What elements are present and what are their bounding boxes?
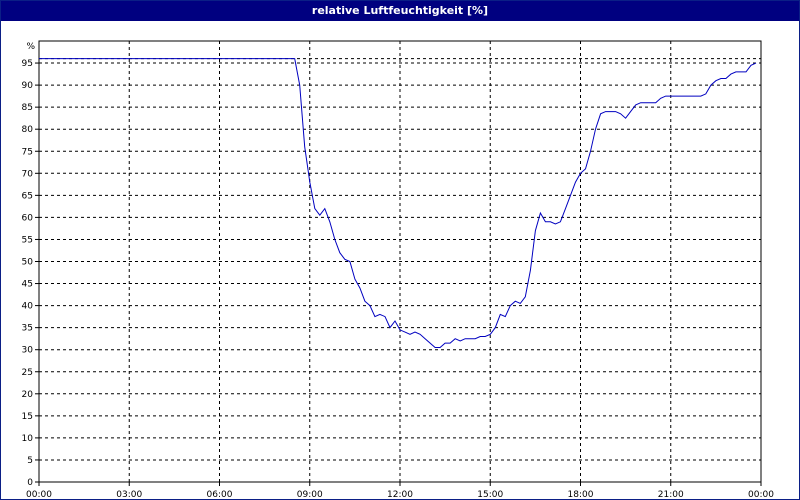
x-tick-time-label: 21:00 [658,490,684,499]
x-tick-time-label: 09:00 [297,490,323,499]
x-tick-time-label: 00:00 [26,490,52,499]
y-axis-unit-label: % [26,42,35,52]
series-group [39,58,761,348]
y-tick-label: 65 [22,191,33,201]
x-axis-ticks: 00:0013.05.2103:0013.05.2106:0013.05.210… [26,482,774,499]
x-tick-time-label: 15:00 [477,490,503,499]
y-tick-label: 15 [22,412,33,422]
humidity-chart: % 0 5 10 15 20 25 30 35 40 45 50 55 60 65 70 75 80 85 90 95… [22,40,774,499]
y-tick-label: 90 [22,81,34,91]
x-tick-time-label: 12:00 [387,490,413,499]
y-tick-label: 5 [27,456,33,466]
y-tick-label: 25 [22,368,33,378]
y-tick-label: 0 [27,478,33,488]
x-tick-time-label: 18:00 [568,490,594,499]
y-tick-label: 50 [22,258,34,268]
grid-lines [39,41,761,482]
y-tick-label: 55 [22,235,33,245]
series-line-humidity [39,58,757,348]
y-tick-label: 20 [22,390,34,400]
x-tick-time-label: 00:00 [748,490,774,499]
y-tick-label: 35 [22,324,33,334]
x-tick-time-label: 06:00 [207,490,233,499]
y-tick-label: 80 [22,125,34,135]
y-tick-label: 10 [22,434,34,444]
y-tick-label: 40 [22,302,34,312]
y-axis-ticks: 0 5 10 15 20 25 30 35 40 45 50 55 60 65 70 75 80 85 90 95 [22,59,39,488]
chart-title: relative Luftfeuchtigkeit [%] [1,1,799,21]
y-tick-label: 75 [22,147,33,157]
y-tick-label: 85 [22,103,33,113]
x-tick-time-label: 03:00 [116,490,142,499]
y-tick-label: 60 [22,213,34,223]
y-tick-label: 95 [22,59,33,69]
y-tick-label: 30 [22,346,34,356]
y-tick-label: 70 [22,169,34,179]
y-tick-label: 45 [22,280,33,290]
